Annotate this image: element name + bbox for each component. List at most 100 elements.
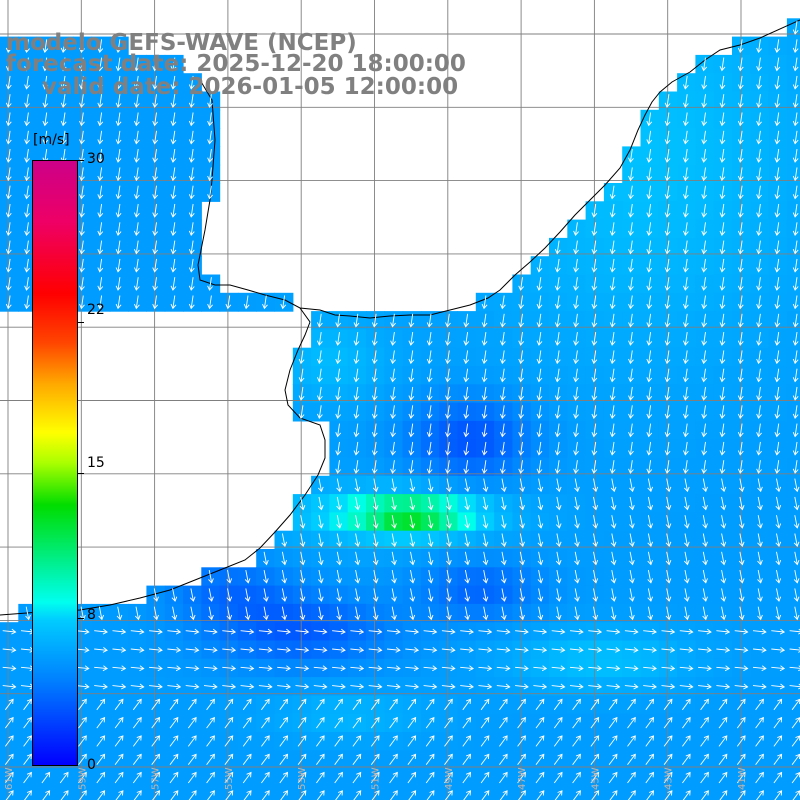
wind-arrowhead: [756, 249, 762, 255]
wind-arrowhead: [719, 139, 726, 145]
wind-arrowhead: [468, 665, 474, 672]
wind-arrow: [154, 167, 157, 181]
lon-label: 53W: [297, 767, 308, 790]
wind-arrow: [425, 735, 435, 747]
wind-arrow: [172, 94, 176, 108]
wind-arrow: [44, 57, 48, 71]
wind-arrowhead: [701, 66, 708, 72]
wind-arrowhead: [703, 698, 709, 705]
wind-arrowhead: [756, 157, 762, 163]
wind-arrowhead: [520, 753, 526, 760]
wind-arrowhead: [194, 683, 200, 690]
wind-arrowhead: [372, 596, 379, 602]
wind-arrowhead: [682, 377, 689, 383]
wind-arrow: [350, 648, 364, 651]
wind-arrowhead: [209, 716, 215, 723]
wind-arrowhead: [560, 665, 566, 672]
wind-arrow: [2, 685, 16, 688]
wind-arrow: [391, 496, 396, 510]
wind-arrow: [391, 551, 396, 565]
wind-arrowhead: [685, 771, 691, 778]
wind-arrowhead: [317, 596, 324, 602]
wind-arrowhead: [615, 647, 621, 653]
wind-arrow: [629, 203, 633, 217]
wind-arrow: [721, 460, 725, 474]
speed-cell: [219, 786, 239, 800]
wind-arrowhead: [356, 698, 362, 705]
wind-arrowhead: [756, 194, 762, 200]
wind-arrow: [154, 112, 157, 126]
wind-arrowhead: [358, 665, 365, 672]
colorbar-label-30: 30: [87, 151, 105, 167]
wind-arrow: [684, 533, 688, 547]
wind-arrowhead: [60, 120, 67, 127]
speed-cell: [292, 786, 312, 800]
wind-arrowhead: [445, 358, 451, 365]
wind-arrowhead: [573, 468, 579, 474]
wind-arrow: [99, 94, 103, 108]
wind-arrowhead: [683, 596, 690, 602]
wind-arrow: [185, 630, 199, 633]
wind-arrowhead: [5, 66, 12, 72]
wind-arrow: [98, 606, 103, 620]
wind-arrow: [575, 277, 578, 291]
wind-arrow: [460, 685, 474, 688]
wind-arrow: [334, 754, 343, 765]
wind-arrow: [386, 648, 400, 651]
speed-cell: [786, 292, 800, 312]
wind-arrowhead: [450, 628, 456, 635]
wind-arrowhead: [664, 157, 671, 163]
wind-arrowhead: [11, 647, 17, 653]
wind-arrowhead: [337, 735, 343, 741]
wind-arrowhead: [115, 139, 122, 145]
wind-arrowhead: [395, 683, 401, 690]
wind-arrow: [629, 606, 634, 620]
wind-arrowhead: [737, 413, 744, 420]
speed-cell: [311, 786, 330, 800]
wind-arrowhead: [499, 432, 506, 438]
wind-arrow: [757, 515, 762, 528]
wind-arrowhead: [628, 230, 634, 237]
wind-arrowhead: [685, 735, 691, 741]
wind-arrow: [666, 203, 670, 217]
wind-arrowhead: [555, 505, 562, 511]
wind-arrowhead: [446, 596, 452, 602]
wind-arrowhead: [701, 157, 708, 163]
wind-arrowhead: [757, 578, 763, 584]
wind-arrowhead: [539, 716, 545, 723]
wind-arrow: [7, 240, 11, 254]
wind-arrowhead: [5, 47, 12, 54]
wind-arrowhead: [464, 523, 471, 529]
wind-arrow: [80, 240, 84, 254]
wind-arrowhead: [737, 194, 744, 200]
wind-arrowhead: [523, 647, 529, 653]
wind-arrowhead: [719, 84, 726, 90]
wind-arrow: [666, 295, 670, 309]
wind-arrow: [281, 606, 286, 620]
wind-arrow: [535, 735, 545, 747]
wind-arrowhead: [537, 541, 544, 548]
wind-arrow: [187, 735, 197, 747]
wind-arrowhead: [646, 267, 653, 273]
wind-arrowhead: [578, 628, 584, 635]
wind-arrow: [208, 588, 213, 602]
wind-arrowhead: [391, 486, 397, 493]
wind-arrow: [114, 754, 124, 765]
wind-arrowhead: [664, 285, 671, 291]
wind-arrowhead: [761, 647, 767, 653]
wind-arrow: [78, 772, 87, 784]
wind-arrow: [373, 551, 377, 565]
wind-arrowhead: [575, 753, 581, 760]
wind-arrow: [647, 551, 652, 565]
wind-arrowhead: [792, 267, 799, 273]
wind-arrowhead: [573, 285, 579, 291]
wind-arrowhead: [319, 735, 325, 741]
wind-arrowhead: [353, 432, 360, 438]
wind-arrowhead: [189, 614, 196, 621]
wind-arrow: [684, 551, 688, 565]
wind-arrowhead: [628, 450, 634, 456]
wind-arrowhead: [665, 596, 672, 602]
wind-arrow: [666, 515, 670, 528]
wind-arrowhead: [505, 665, 511, 672]
wind-arrow: [20, 685, 34, 688]
